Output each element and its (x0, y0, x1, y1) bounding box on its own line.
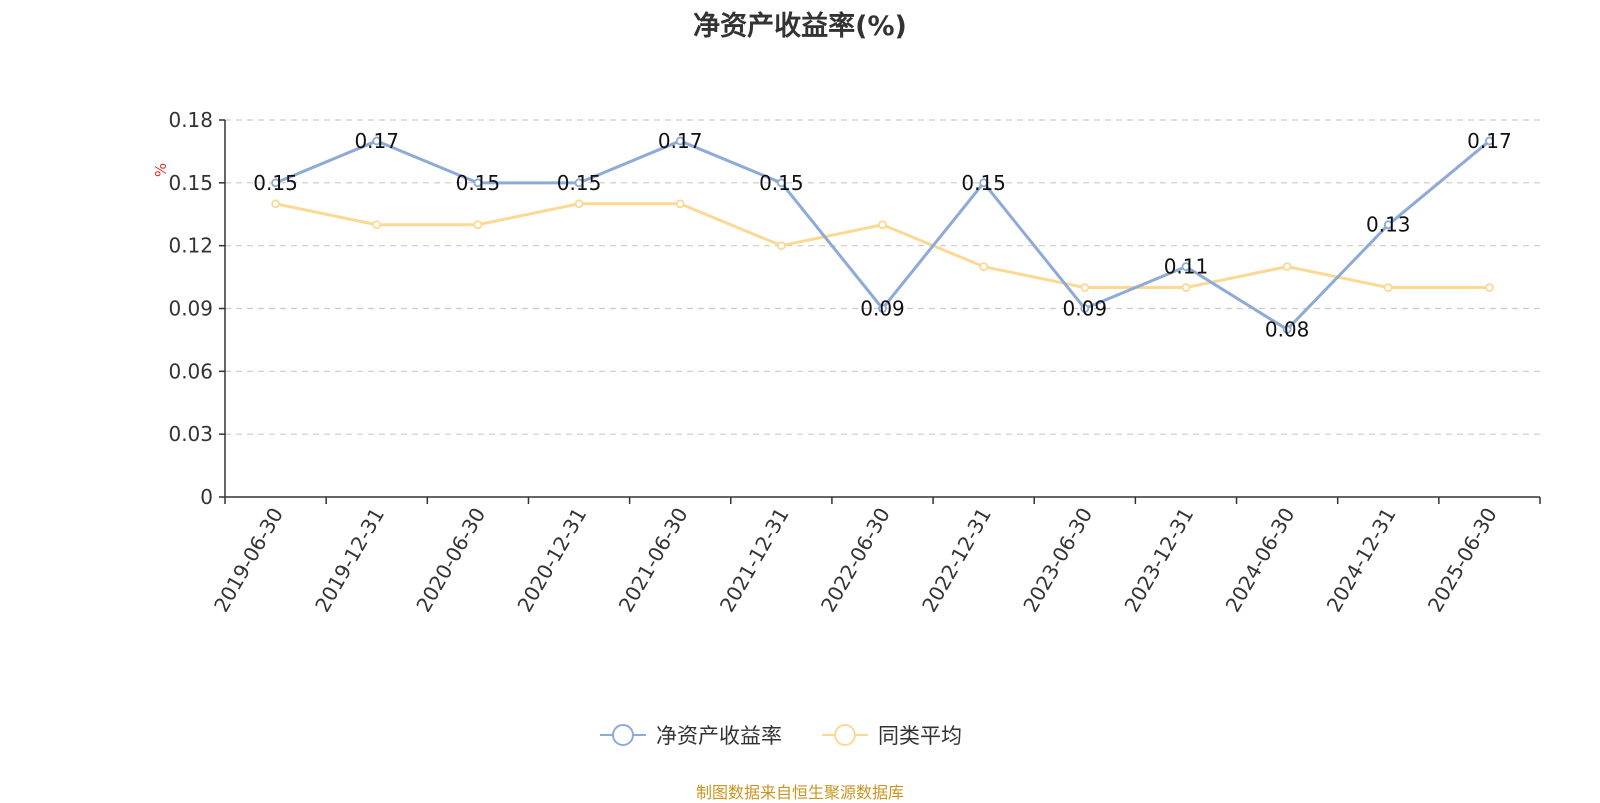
data-point[interactable] (473, 178, 483, 188)
data-point[interactable] (776, 241, 786, 251)
data-point[interactable] (878, 304, 887, 313)
data-label: 0.09 (1063, 297, 1108, 321)
data-point[interactable] (372, 136, 382, 146)
data-label: 0.13 (1366, 213, 1411, 237)
y-tick-label: 0.12 (168, 234, 213, 258)
x-tick-label: 2023-12-31 (1119, 504, 1198, 617)
data-point[interactable] (1485, 283, 1494, 292)
data-label: 0.17 (658, 129, 703, 153)
axes: 0 0.03 0.06 0.09 0.12 0.15 0.18 2019-06-30 2019-… (168, 108, 1541, 617)
data-point[interactable] (271, 178, 280, 188)
legend[interactable]: 净资产收益率 同类平均 (600, 724, 962, 748)
source-note: 制图数据来自恒生聚源数据库 (695, 783, 904, 802)
data-point[interactable] (271, 199, 280, 209)
legend-label: 同类平均 (878, 724, 962, 748)
data-label: 0.08 (1265, 317, 1310, 341)
data-point[interactable] (1383, 220, 1393, 230)
chart-title: 净资产收益率(%) (693, 11, 907, 42)
data-label: 0.17 (1467, 129, 1512, 153)
data-point[interactable] (1282, 262, 1292, 272)
x-tick-label: 2024-06-30 (1221, 504, 1300, 617)
y-tick-label: 0 (200, 485, 213, 509)
data-label: 0.15 (759, 171, 804, 195)
data-point[interactable] (1181, 283, 1191, 292)
x-tick-label: 2019-06-30 (209, 504, 288, 617)
data-label: 0.15 (961, 171, 1006, 195)
legend-marker (834, 724, 856, 746)
x-tick-label: 2025-06-30 (1423, 504, 1502, 617)
y-tick-label: 0.03 (168, 422, 213, 446)
data-point[interactable] (675, 199, 685, 209)
y-tick-label: 0.06 (168, 359, 213, 383)
data-label: 0.15 (253, 171, 298, 195)
data-point[interactable] (979, 262, 989, 272)
x-tick-label: 2020-06-30 (411, 504, 490, 617)
data-label: 0.17 (354, 129, 399, 153)
x-tick-label: 2023-06-30 (1018, 504, 1097, 617)
data-point[interactable] (776, 178, 786, 188)
data-point[interactable] (473, 220, 483, 230)
legend-marker (612, 724, 634, 746)
data-point[interactable] (574, 199, 584, 209)
x-tick-label: 2019-12-31 (310, 504, 389, 617)
x-tick-label: 2021-12-31 (715, 504, 794, 617)
y-tick-label: 0.09 (168, 297, 213, 321)
legend-item-0[interactable]: 净资产收益率 (600, 724, 782, 748)
data-label: 0.11 (1164, 255, 1209, 279)
x-tick-label: 2020-12-31 (512, 504, 591, 617)
data-point[interactable] (1080, 304, 1090, 313)
y-tick-label: 0.15 (168, 171, 213, 195)
data-label: 0.15 (456, 171, 501, 195)
data-point[interactable] (574, 178, 584, 188)
data-label: 0.15 (557, 171, 602, 195)
data-label: 0.09 (860, 297, 905, 321)
data-point[interactable] (979, 178, 989, 188)
data-point[interactable] (372, 220, 382, 230)
y-axis-unit-label: % (152, 163, 170, 177)
series (271, 136, 1494, 334)
x-tick-label: 2022-06-30 (816, 504, 895, 617)
data-point[interactable] (1485, 136, 1494, 146)
y-tick-label: 0.18 (168, 108, 213, 132)
x-tick-label: 2024-12-31 (1322, 504, 1401, 617)
data-labels: 0.15 0.17 0.15 0.15 0.17 0.15 0.09 0.15 0.09 0.11… (253, 129, 1511, 342)
data-point[interactable] (675, 136, 685, 146)
data-point[interactable] (1080, 283, 1090, 292)
x-tick-label: 2021-06-30 (614, 504, 693, 617)
x-tick-label: 2022-12-31 (917, 504, 996, 617)
data-point[interactable] (1383, 283, 1393, 292)
data-point[interactable] (878, 220, 887, 230)
legend-item-1[interactable]: 同类平均 (822, 724, 962, 748)
data-point[interactable] (1181, 262, 1191, 272)
data-point[interactable] (1282, 325, 1292, 334)
legend-label: 净资产收益率 (656, 724, 782, 748)
